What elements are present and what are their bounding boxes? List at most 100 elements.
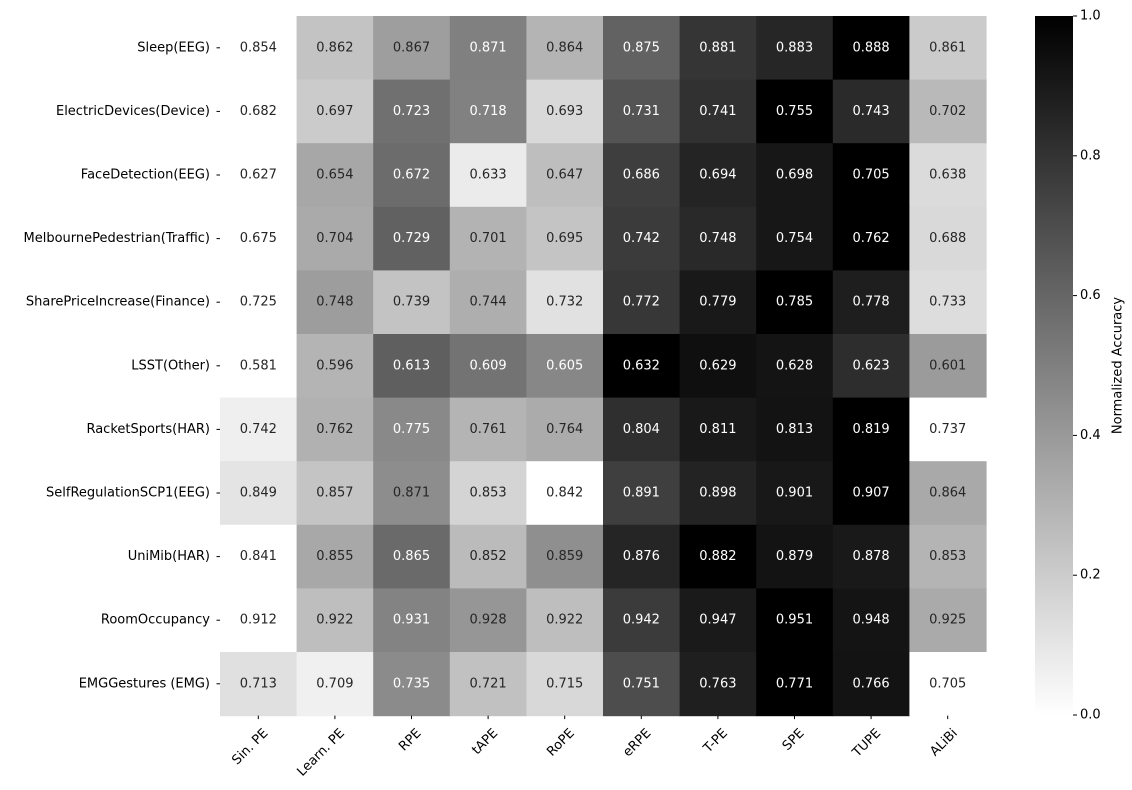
heatmap-cell [909,143,987,208]
cell-value-label: 0.693 [546,104,583,119]
cell-value-label: 0.857 [316,486,353,501]
cell-value-label: 0.741 [699,104,736,119]
cell-value-label: 0.755 [776,104,813,119]
heatmap-cell [296,79,374,144]
cell-value-label: 0.742 [623,231,660,246]
colorbar-tick-label: 0.2 [1080,568,1101,583]
heatmap-cell-labels: 0.854 0.862 0.867 0.871 0.864 0.875 0.881 0.883… [240,40,967,691]
cell-value-label: 0.609 [469,358,506,373]
heatmap-cell [679,270,757,335]
cell-value-label: 0.748 [316,295,353,310]
cell-value-label: 0.638 [929,168,966,183]
colorbar-tick-label: 0.4 [1080,428,1101,443]
heatmap-cell [449,16,527,81]
heatmap-cell [756,397,834,462]
heatmap-cell [756,524,834,589]
heatmap-cell [679,524,757,589]
heatmap-cell [679,206,757,271]
cell-value-label: 0.849 [240,486,277,501]
cell-value-label: 0.951 [776,613,813,628]
x-axis: Sin. PE Learn. PE RPE tAPE RoPE eRPE T-PE SPE TU… [229,715,961,780]
heatmap-cell [832,334,910,399]
heatmap-cell [220,334,298,399]
cell-value-label: 0.731 [623,104,660,119]
heatmap-cell [603,16,681,81]
heatmap-cell [526,143,604,208]
cell-value-label: 0.735 [393,676,430,691]
y-tick-label: FaceDetection(EEG) [81,168,210,183]
cell-value-label: 0.704 [316,231,353,246]
cell-value-label: 0.718 [469,104,506,119]
heatmap-cell [679,79,757,144]
cell-value-label: 0.688 [929,231,966,246]
cell-value-label: 0.879 [776,549,813,564]
heatmap-cell [909,270,987,335]
heatmap-cell [373,79,451,144]
cell-value-label: 0.698 [776,168,813,183]
heatmap-cell [603,206,681,271]
heatmap-cell [679,143,757,208]
heatmap-cell [756,652,834,717]
cell-value-label: 0.744 [469,295,506,310]
heatmap-cell [526,588,604,653]
cell-value-label: 0.733 [929,295,966,310]
heatmap-cell [449,206,527,271]
heatmap-cell [909,397,987,462]
cell-value-label: 0.601 [929,358,966,373]
colorbar-ticks: 0.0 0.2 0.4 0.6 0.8 1.0 [1073,9,1101,723]
cell-value-label: 0.853 [929,549,966,564]
heatmap-cell [449,461,527,526]
heatmap-cell [296,143,374,208]
cell-value-label: 0.739 [393,295,430,310]
cell-value-label: 0.742 [240,422,277,437]
cell-value-label: 0.891 [623,486,660,501]
heatmap-cell [220,461,298,526]
heatmap-cell [373,270,451,335]
y-tick-label: RacketSports(HAR) [86,422,210,437]
cell-value-label: 0.779 [699,295,736,310]
heatmap-cell [679,16,757,81]
x-tick-label: SPE [780,726,808,754]
cell-value-label: 0.871 [393,486,430,501]
colorbar-label: Normalized Accuracy [1111,297,1126,435]
heatmap-cell [373,461,451,526]
heatmap-cell [296,16,374,81]
heatmap-cell [603,143,681,208]
heatmap-cell [679,397,757,462]
cell-value-label: 0.743 [852,104,889,119]
cell-value-label: 0.876 [623,549,660,564]
cell-value-label: 0.901 [776,486,813,501]
heatmap-cell [832,588,910,653]
cell-value-label: 0.888 [852,40,889,55]
heatmap-cell [296,652,374,717]
heatmap-cell [296,397,374,462]
colorbar: 0.0 0.2 0.4 0.6 0.8 1.0 Normalized Accuracy [1035,9,1126,723]
cell-value-label: 0.931 [393,613,430,628]
cell-value-label: 0.697 [316,104,353,119]
heatmap-cell [373,334,451,399]
cell-value-label: 0.629 [699,358,736,373]
heatmap-cell [449,334,527,399]
heatmap-cell [679,461,757,526]
cell-value-label: 0.762 [316,422,353,437]
cell-value-label: 0.819 [852,422,889,437]
heatmap-cell [756,206,834,271]
heatmap-cell [832,461,910,526]
heatmap-cell [526,206,604,271]
cell-value-label: 0.772 [623,295,660,310]
y-tick-label: Sleep(EEG) [137,40,210,55]
cell-value-label: 0.841 [240,549,277,564]
heatmap-cell [449,524,527,589]
cell-value-label: 0.754 [776,231,813,246]
heatmap-cell [603,588,681,653]
cell-value-label: 0.864 [546,40,583,55]
cell-value-label: 0.732 [546,295,583,310]
cell-value-label: 0.775 [393,422,430,437]
cell-value-label: 0.623 [852,358,889,373]
heatmap-cell [373,588,451,653]
cell-value-label: 0.947 [699,613,736,628]
heatmap-cell [756,143,834,208]
y-tick-label: RoomOccupancy [101,613,210,628]
cell-value-label: 0.853 [469,486,506,501]
heatmap-cell [526,79,604,144]
